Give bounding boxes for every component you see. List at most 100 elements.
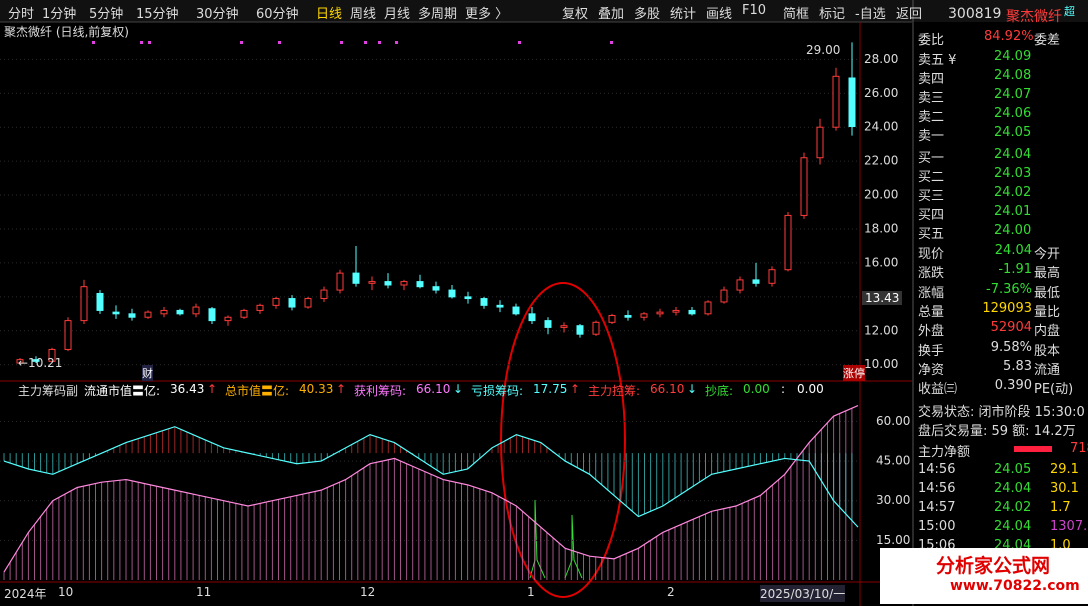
stat-label: 外盘 <box>918 324 945 340</box>
tab[interactable]: 多周期 <box>418 7 458 22</box>
stat-label: 涨幅 <box>918 285 945 301</box>
tab[interactable]: 更多 〉 <box>465 7 509 22</box>
legend-label: 亏损筹码: <box>471 384 524 398</box>
legend-value: 17.75 <box>533 382 568 396</box>
legend-value: 0.00 <box>743 382 770 396</box>
stat-value: 129093 <box>982 300 1032 316</box>
ask-price: 24.06 <box>994 106 1032 121</box>
bid-price: 24.00 <box>994 223 1032 238</box>
legend-value: 36.43 <box>170 382 205 396</box>
stat-value: 9.58% <box>990 339 1032 355</box>
stat-value: -7.36% <box>986 281 1032 297</box>
candle-body <box>160 309 168 315</box>
candle-body <box>688 309 696 315</box>
after-hours: 盘后交易量: 59 额: 14.2万 <box>918 424 1076 439</box>
series-line <box>3 426 859 528</box>
stat-label: PE(动) <box>1034 382 1074 398</box>
tool-button[interactable]: -自选 <box>855 7 886 22</box>
status: 交易状态: 闭市阶段 15:30:0 <box>918 405 1085 420</box>
tab[interactable]: 日线 <box>316 7 343 22</box>
tool-button[interactable]: 简框 <box>783 7 810 22</box>
tick-time: 14:56 <box>918 481 956 496</box>
x-tick-label: 2025/03/10/一 <box>760 585 846 602</box>
stat-label: 股本 <box>1034 343 1061 359</box>
stat-label: 流通 <box>1034 362 1061 378</box>
tab[interactable]: 月线 <box>384 7 411 22</box>
tab[interactable]: 5分钟 <box>89 7 124 22</box>
tab[interactable]: 1分钟 <box>42 7 77 22</box>
y-tick-label: 15.00 <box>876 533 910 547</box>
limit-mark: 涨停 <box>843 365 865 381</box>
legend-label: 抄底: <box>705 384 734 398</box>
tick-price: 24.04 <box>994 519 1032 534</box>
stock-code: 300819 <box>948 6 1002 22</box>
low-label: ←10.21 <box>18 356 63 370</box>
ask-label: 卖四 <box>918 72 945 87</box>
tab[interactable]: 60分钟 <box>256 7 299 22</box>
candle-body <box>432 286 440 291</box>
candle-body <box>704 301 712 315</box>
candle-body <box>400 281 408 286</box>
candle-body <box>272 298 280 306</box>
legend-label: 流通市值〓亿: <box>84 384 161 398</box>
candle-body <box>720 289 728 303</box>
tool-button[interactable]: 标记 <box>819 7 846 22</box>
legend-arrow: ↑ <box>336 382 347 396</box>
tool-button[interactable]: 复权 <box>562 7 589 22</box>
tick-time: 14:56 <box>918 462 956 477</box>
candle-body <box>560 325 568 328</box>
bid-price: 24.03 <box>994 166 1032 181</box>
tab[interactable]: 30分钟 <box>196 7 239 22</box>
y-tick-label: 16.00 <box>864 255 898 269</box>
y-tick-label: 10.00 <box>864 357 898 371</box>
tool-button[interactable]: 多股 <box>634 7 661 22</box>
watermark-text: 分析家公式网 <box>936 555 1051 577</box>
candle-body <box>192 306 200 315</box>
candle-body <box>48 348 56 362</box>
stat-value: -1.91 <box>998 262 1032 278</box>
tab[interactable]: 周线 <box>350 7 377 22</box>
stat-label: 量比 <box>1034 304 1061 320</box>
tool-button[interactable]: 统计 <box>670 7 697 22</box>
candle-body <box>368 281 376 284</box>
candle-body <box>480 298 488 306</box>
ask-price: 24.09 <box>994 49 1032 64</box>
legend-arrow: ↑ <box>570 382 581 396</box>
candle-body <box>384 281 392 286</box>
chart-title: 聚杰微纤 (日线,前复权) <box>4 25 129 39</box>
candle-body <box>336 272 344 291</box>
legend-label: : <box>781 382 786 396</box>
tab[interactable]: 分时 <box>8 7 35 22</box>
tab[interactable]: 15分钟 <box>136 7 179 22</box>
tool-button[interactable]: 返回 <box>896 7 923 22</box>
bid-label: 买一 <box>918 151 945 166</box>
candle-body <box>16 359 24 364</box>
candle-body <box>464 296 472 300</box>
candle-body <box>304 298 312 308</box>
bid-price: 24.02 <box>994 185 1032 200</box>
tool-button[interactable]: F10 <box>742 3 767 18</box>
tick-volume: 30.1 <box>1050 481 1079 496</box>
candle-body <box>64 320 72 350</box>
x-tick-label: 10 <box>58 585 74 599</box>
bid-price: 24.01 <box>994 204 1032 219</box>
candle-body <box>768 269 776 284</box>
stat-value: 5.83 <box>1003 358 1032 374</box>
stat-label: 最高 <box>1034 266 1061 282</box>
x-tick-label: 2 <box>667 585 675 599</box>
tool-button[interactable]: 画线 <box>706 7 733 22</box>
high-label: 29.00 <box>806 43 841 57</box>
candle-body <box>640 313 648 318</box>
candle-body <box>848 77 856 128</box>
candle-body <box>608 315 616 323</box>
stat-value: 24.04 <box>994 243 1032 258</box>
stat-label: 换手 <box>918 343 945 359</box>
candle-body <box>416 281 424 288</box>
x-tick-label: 12 <box>360 585 376 599</box>
candle-body <box>224 316 232 322</box>
tool-button[interactable]: 叠加 <box>598 7 625 22</box>
stat-label: 涨跌 <box>918 266 945 282</box>
y-tick-label: 24.00 <box>864 120 898 134</box>
tick-price: 24.05 <box>994 462 1032 477</box>
